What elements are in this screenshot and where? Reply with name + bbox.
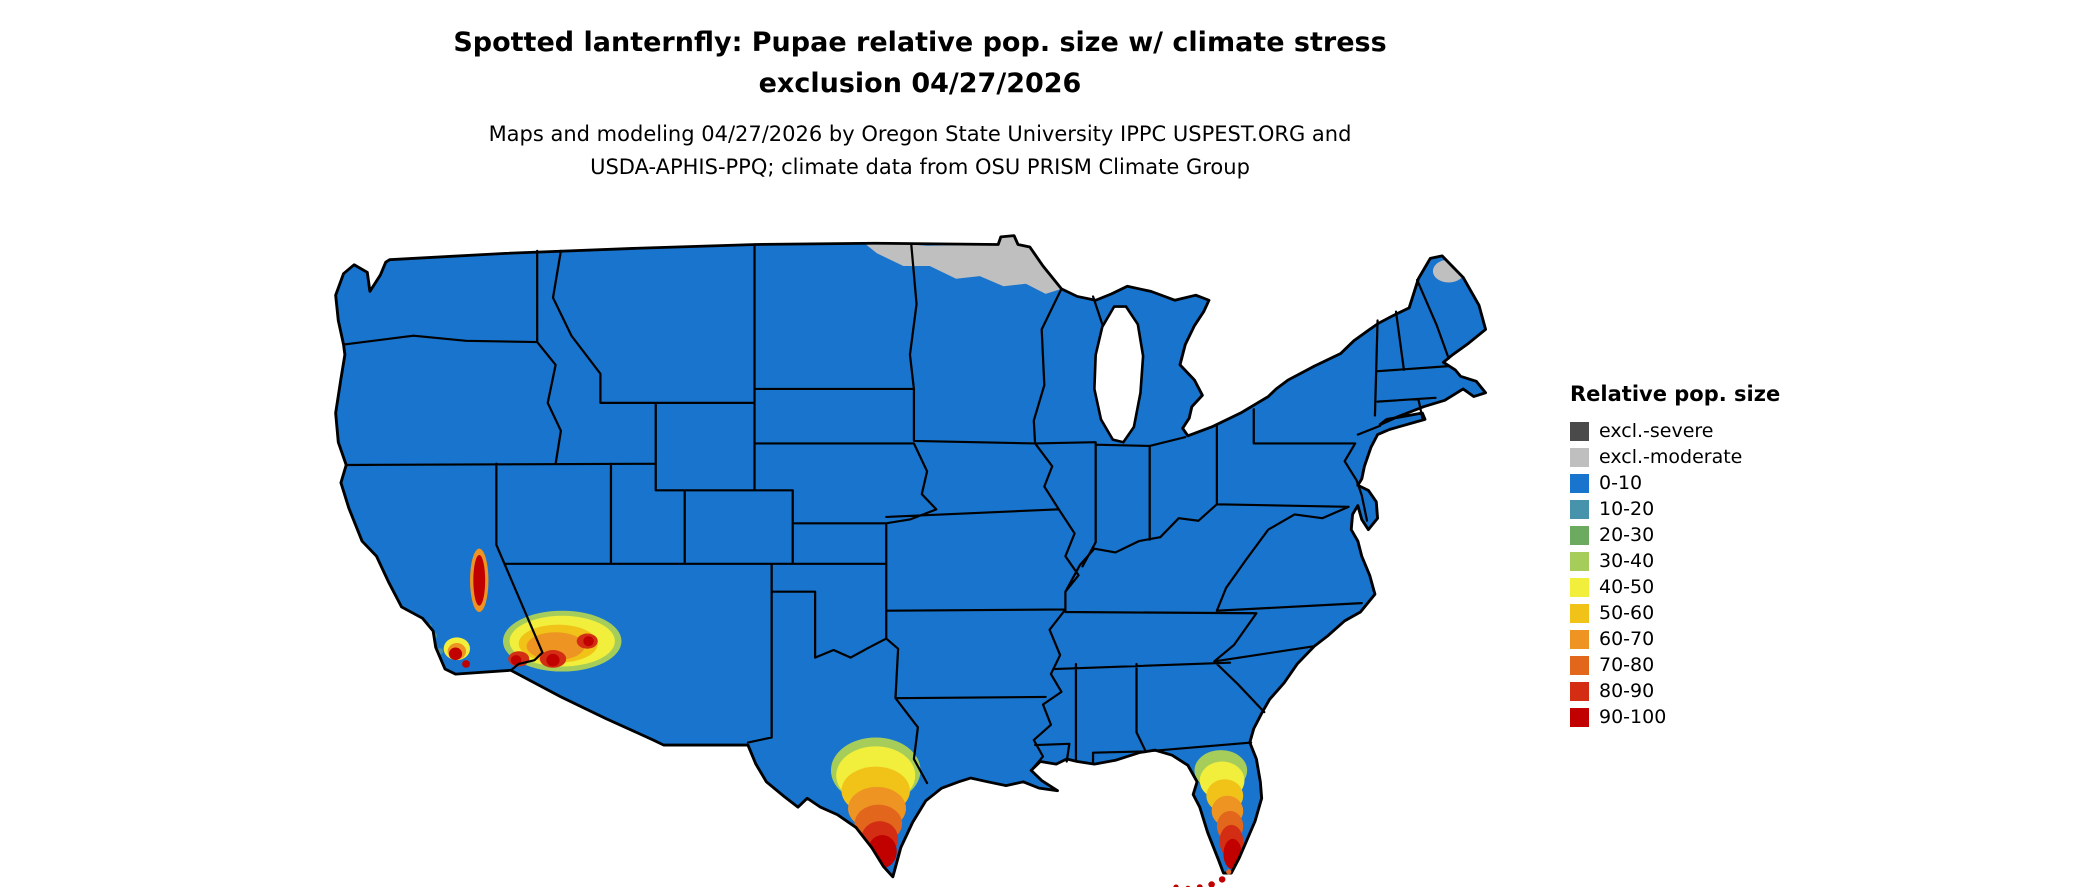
map-legend: Relative pop. size excl.-severe excl.-mo…	[1570, 382, 1900, 730]
page-title-line2: exclusion 04/27/2026	[758, 68, 1082, 99]
hotspot-tucson-core	[583, 636, 594, 647]
legend-label: 50-60	[1599, 602, 1655, 624]
map-container	[308, 228, 1533, 887]
legend-items: excl.-severe excl.-moderate 0-10 10-20 2…	[1570, 418, 1900, 730]
hotspot-phoenix-core	[546, 653, 560, 667]
page-subtitle-line2: USDA-APHIS-PPQ; climate data from OSU PR…	[590, 155, 1250, 179]
page-subtitle-line1: Maps and modeling 04/27/2026 by Oregon S…	[488, 122, 1352, 146]
us-outline	[334, 234, 1488, 879]
legend-item: 70-80	[1570, 652, 1900, 678]
legend-swatch-40-50	[1570, 577, 1589, 597]
legend-swatch-60-70	[1570, 629, 1589, 649]
legend-item: excl.-severe	[1570, 418, 1900, 444]
legend-swatch-excl-severe	[1570, 421, 1589, 441]
lake-michigan	[1093, 305, 1145, 444]
us-map	[334, 234, 1488, 887]
legend-item: 0-10	[1570, 470, 1900, 496]
legend-swatch-80-90	[1570, 681, 1589, 701]
legend-swatch-70-80	[1570, 655, 1589, 675]
legend-item: 90-100	[1570, 704, 1900, 730]
page-title: Spotted lanternfly: Pupae relative pop. …	[0, 22, 1840, 104]
map-header: Spotted lanternfly: Pupae relative pop. …	[0, 22, 1840, 184]
legend-label: 70-80	[1599, 654, 1655, 676]
legend-item: 10-20	[1570, 496, 1900, 522]
legend-swatch-excl-moderate	[1570, 447, 1589, 467]
legend-item: 20-30	[1570, 522, 1900, 548]
legend-item: 40-50	[1570, 574, 1900, 600]
hotspot-florida-darkred	[1223, 838, 1242, 870]
florida-keys-dots	[1173, 869, 1232, 887]
us-land	[335, 235, 1486, 877]
legend-label: 90-100	[1599, 706, 1667, 728]
legend-swatch-0-10	[1570, 473, 1589, 493]
legend-label: excl.-severe	[1599, 420, 1714, 442]
page-subtitle: Maps and modeling 04/27/2026 by Oregon S…	[0, 118, 1840, 184]
hotspot-yuma-core	[510, 655, 522, 666]
legend-item: 80-90	[1570, 678, 1900, 704]
legend-item: 30-40	[1570, 548, 1900, 574]
legend-label: excl.-moderate	[1599, 446, 1743, 468]
legend-swatch-10-20	[1570, 499, 1589, 519]
legend-item: 50-60	[1570, 600, 1900, 626]
legend-label: 0-10	[1599, 472, 1643, 494]
legend-label: 80-90	[1599, 680, 1655, 702]
legend-label: 30-40	[1599, 550, 1655, 572]
hotspot-california-strip-core	[473, 554, 486, 606]
legend-label: 10-20	[1599, 498, 1655, 520]
legend-label: 40-50	[1599, 576, 1655, 598]
legend-swatch-90-100	[1570, 707, 1589, 727]
hotspot-socal-red	[448, 647, 463, 661]
page-title-line1: Spotted lanternfly: Pupae relative pop. …	[453, 27, 1387, 58]
legend-swatch-30-40	[1570, 551, 1589, 571]
legend-label: 20-30	[1599, 524, 1655, 546]
legend-swatch-20-30	[1570, 525, 1589, 545]
hotspot-socal-red2	[462, 660, 471, 668]
legend-swatch-50-60	[1570, 603, 1589, 623]
legend-label: 60-70	[1599, 628, 1655, 650]
legend-item: 60-70	[1570, 626, 1900, 652]
legend-item: excl.-moderate	[1570, 444, 1900, 470]
legend-title: Relative pop. size	[1570, 382, 1781, 406]
